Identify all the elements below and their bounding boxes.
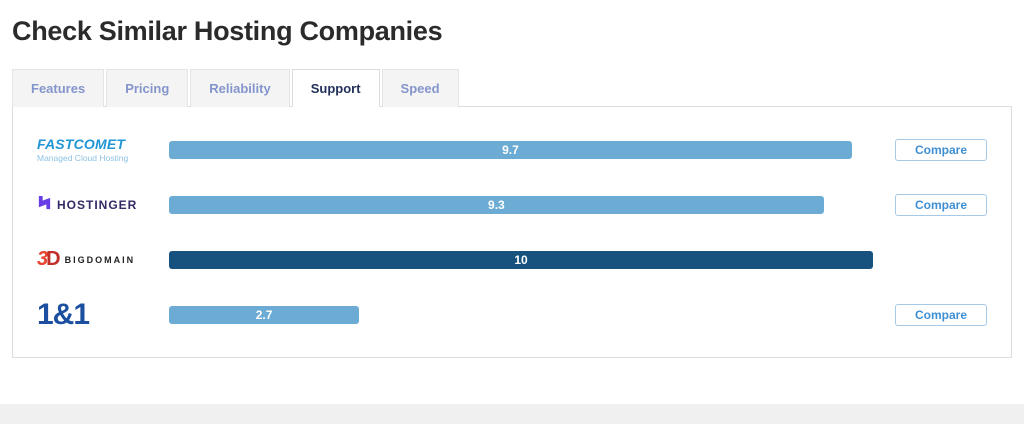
compare-button[interactable]: Compare	[895, 303, 987, 326]
tab-support[interactable]: Support	[291, 69, 380, 107]
comparison-panel: FASTCOMET Managed Cloud Hosting 9.7 Comp…	[12, 106, 1012, 358]
action-cell: Compare	[895, 138, 987, 161]
page-bottom-strip	[0, 404, 1024, 424]
action-cell: Compare	[895, 303, 987, 326]
company-row-hostinger: HOSTINGER 9.3 Compare	[37, 177, 987, 232]
tab-speed[interactable]: Speed	[381, 69, 459, 107]
score-bar-track: 10	[169, 250, 873, 269]
compare-button[interactable]: Compare	[895, 193, 987, 216]
score-value: 10	[514, 252, 528, 267]
fastcomet-logo-text: FASTCOMET	[37, 136, 126, 152]
page-container: Check Similar Hosting Companies Features…	[12, 16, 1012, 358]
score-bar: 9.3	[169, 195, 824, 214]
score-bar: 9.7	[169, 140, 852, 159]
score-bar-track: 9.3	[169, 195, 873, 214]
page-title: Check Similar Hosting Companies	[12, 16, 443, 46]
score-value: 9.7	[502, 142, 519, 157]
tab-features[interactable]: Features	[12, 69, 105, 107]
hostinger-icon	[37, 195, 52, 215]
score-value: 9.3	[488, 197, 505, 212]
company-row-bigdomain: 3 D BIGDOMAIN 10	[37, 232, 987, 287]
score-bar-track: 2.7	[169, 305, 873, 324]
tab-reliability[interactable]: Reliability	[190, 69, 290, 107]
fastcomet-logo: FASTCOMET Managed Cloud Hosting	[37, 136, 161, 163]
tabs-bar: Features Pricing Reliability Support Spe…	[12, 69, 1012, 107]
oneandone-logo: 1&1	[37, 298, 161, 332]
action-cell: Compare	[895, 193, 987, 216]
fastcomet-logo-tagline: Managed Cloud Hosting	[37, 153, 129, 163]
bigdomain-logo: 3 D BIGDOMAIN	[37, 248, 161, 271]
score-bar-track: 9.7	[169, 140, 873, 159]
score-bar: 10	[169, 250, 873, 269]
hostinger-logo: HOSTINGER	[37, 195, 161, 215]
tab-pricing[interactable]: Pricing	[106, 69, 189, 107]
company-row-fastcomet: FASTCOMET Managed Cloud Hosting 9.7 Comp…	[37, 122, 987, 177]
compare-button[interactable]: Compare	[895, 138, 987, 161]
hostinger-logo-text: HOSTINGER	[57, 197, 138, 212]
score-bar: 2.7	[169, 305, 360, 324]
oneandone-logo-text: 1&1	[37, 297, 90, 331]
bigdomain-logo-mark: 3	[37, 248, 49, 270]
company-row-oneandone: 1&1 2.7 Compare	[37, 287, 987, 342]
bigdomain-logo-mark-d: D	[46, 248, 61, 270]
score-value: 2.7	[255, 307, 273, 322]
bigdomain-logo-text: BIGDOMAIN	[64, 254, 136, 265]
